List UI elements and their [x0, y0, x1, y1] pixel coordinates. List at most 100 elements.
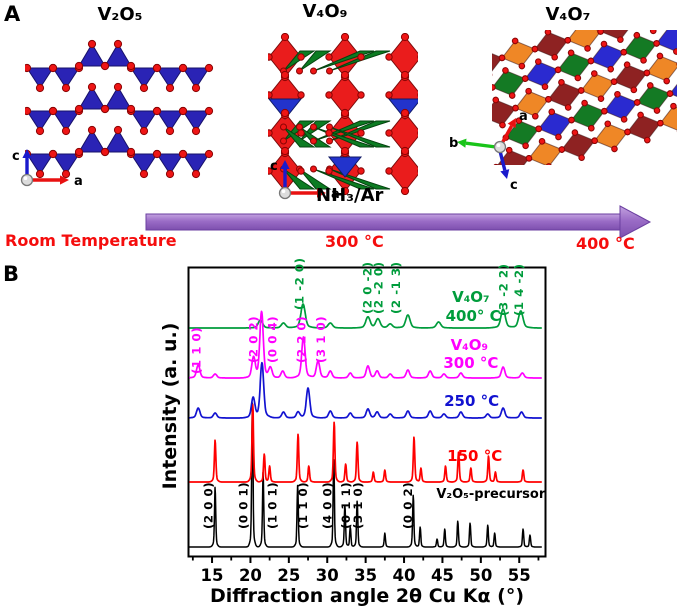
oxygen-atom — [87, 125, 97, 135]
oxygen-atom — [357, 91, 365, 99]
xrd-trace-1 — [189, 402, 543, 548]
oxygen-atom — [357, 129, 365, 137]
oxygen-atom — [268, 53, 273, 61]
oxygen-atom — [25, 63, 32, 73]
peak-index-label: (0 1 1) — [339, 482, 353, 529]
oxygen-atom — [518, 62, 526, 70]
axis-letter: c — [270, 159, 278, 174]
oxygen-atom — [325, 53, 333, 61]
oxygen-atom — [297, 91, 305, 99]
oxygen-atom — [280, 137, 287, 145]
oxygen-atom — [492, 84, 496, 91]
oxygen-atom — [204, 149, 214, 159]
oxygen-atom — [568, 116, 575, 124]
oxygen-atom — [297, 167, 305, 175]
oxygen-atom — [633, 99, 641, 106]
oxygen-atom — [340, 33, 350, 42]
oxygen-atom — [87, 82, 97, 92]
oxygen-atom — [548, 108, 556, 116]
oxygen-atom — [525, 155, 533, 162]
oxygen-atom — [646, 82, 654, 89]
oxygen-atom — [653, 40, 660, 47]
oxygen-atom — [268, 167, 273, 175]
oxygen-atom — [545, 163, 553, 165]
oxygen-atom — [588, 124, 595, 132]
oxygen-atom — [280, 33, 290, 42]
oxygen-atom — [564, 104, 572, 111]
v4o9-crystal-structure — [268, 33, 418, 195]
oxygen-atom — [48, 149, 58, 159]
oxygen-atom — [571, 129, 579, 136]
oxygen-atom — [545, 95, 552, 103]
x-tick-label: 20 — [239, 566, 262, 585]
oxygen-atom — [400, 33, 410, 42]
oxygen-atom — [280, 123, 287, 131]
oxygen-atom — [617, 36, 624, 43]
oxygen-atom — [385, 91, 393, 99]
oxygen-atom — [357, 53, 365, 61]
peak-index-label: (1 1 0) — [296, 482, 310, 529]
oxygen-atom — [191, 126, 201, 136]
v4o9-axes-drawing: ca — [270, 159, 340, 202]
oxygen-atom — [508, 92, 516, 99]
oxygen-atom — [126, 104, 136, 114]
oxygen-atom — [204, 63, 214, 73]
oxygen-atom — [280, 108, 290, 118]
series-label: 250 °C — [444, 392, 499, 410]
axis-letter: c — [12, 149, 20, 164]
oxygen-atom — [400, 146, 410, 156]
oxygen-atom — [61, 126, 71, 136]
peak-index-label: (2 -2 0) — [371, 261, 385, 314]
peak-index-label: (0 0 4) — [265, 316, 279, 363]
oxygen-atom — [74, 147, 84, 157]
oxygen-atom — [165, 83, 175, 93]
oxygen-atom — [591, 137, 598, 145]
oxygen-atom — [649, 30, 657, 35]
oxygen-atom — [400, 108, 410, 118]
oxygen-atom — [554, 66, 562, 74]
peak-index-label: (2 0 -2) — [361, 261, 375, 314]
x-tick-label: 55 — [508, 566, 531, 585]
oxygen-atom — [280, 146, 290, 156]
oxygen-atom — [178, 106, 188, 116]
oxygen-atom — [152, 106, 162, 116]
oxygen-atom — [643, 69, 651, 77]
oxygen-atom — [614, 90, 621, 98]
oxygen-atom — [538, 138, 546, 145]
temperature-arrow — [138, 200, 658, 240]
x-tick-label: 15 — [201, 566, 224, 585]
peak-index-label: (3 -2 2) — [497, 263, 511, 316]
v4o9-polyhedra-drawing — [268, 33, 418, 195]
oxygen-atom — [48, 63, 58, 73]
oxygen-atom — [35, 169, 45, 179]
oxygen-atom — [357, 167, 365, 175]
oxygen-atom — [340, 146, 350, 156]
oxygen-atom — [100, 61, 110, 71]
axis-letter: a — [331, 187, 340, 202]
xrd-trace-3 — [189, 361, 543, 419]
x-tick-label: 40 — [393, 566, 416, 585]
peak-index-label: (4 0 0) — [321, 482, 335, 529]
temp-300-label: 300 °C — [325, 232, 384, 251]
oxygen-atom — [666, 90, 674, 97]
oxygen-atom — [340, 108, 350, 118]
oxygen-atom — [492, 96, 500, 104]
v2o5-axes-drawing: ca — [12, 149, 83, 189]
axis-letter: a — [74, 174, 83, 189]
oxygen-atom — [499, 121, 506, 129]
oxygen-atom — [35, 126, 45, 136]
room-temperature-label: Room Temperature — [5, 231, 177, 250]
oxygen-atom — [541, 83, 549, 91]
v4o7-crystal-structure — [492, 30, 677, 165]
oxygen-atom — [555, 133, 562, 141]
peak-index-label: (0 0 1) — [236, 482, 250, 529]
oxygen-atom — [280, 70, 290, 80]
oxygen-atom — [511, 37, 519, 45]
oxygen-atom — [296, 67, 303, 75]
oxygen-atom — [113, 82, 123, 92]
oxygen-atom — [558, 146, 566, 153]
oxygen-atom — [191, 83, 201, 93]
series-label: V₄O₇ — [452, 288, 490, 306]
